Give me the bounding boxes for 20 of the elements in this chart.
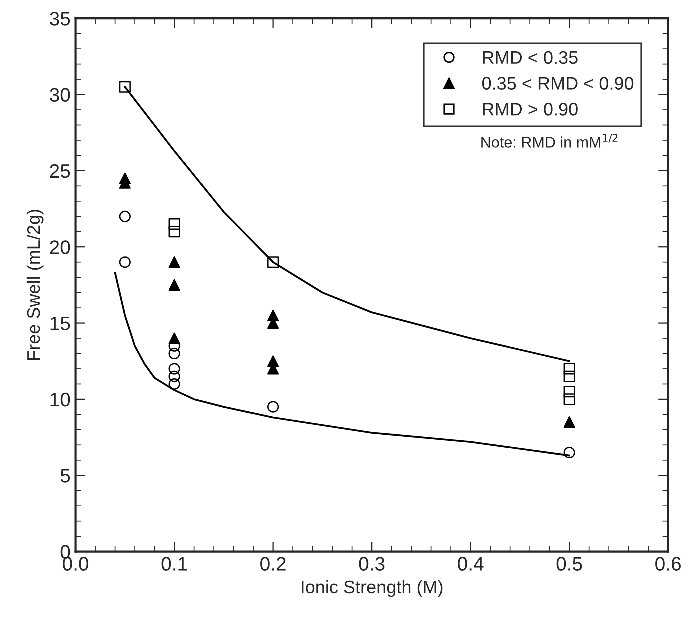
- y-tick-label: 25: [50, 164, 70, 178]
- legend-label: RMD > 0.90: [483, 103, 578, 116]
- x-tick-label: 0.0: [63, 557, 89, 571]
- x-tick-label: 0.2: [260, 557, 286, 571]
- y-tick-label: 30: [50, 88, 70, 102]
- annotation: Note: RMD in mM$^{1/2}$: [482, 134, 618, 148]
- x-tick-label: 0.5: [556, 557, 582, 571]
- y-axis-title: Free Swell (mL/2g): [26, 210, 44, 360]
- y-tick-label: 15: [50, 316, 70, 331]
- x-tick-label: 0.3: [359, 557, 385, 571]
- legend-label: 0.35 < RMD < 0.90: [482, 77, 634, 90]
- x-tick-label: 0.6: [656, 557, 681, 571]
- y-tick-label: 10: [50, 392, 70, 407]
- x-tick-label: 0.1: [162, 557, 188, 571]
- y-tick-label: 20: [50, 240, 70, 254]
- y-tick-label: 35: [50, 12, 70, 26]
- x-axis-title: Ionic Strength (M): [302, 580, 443, 598]
- legend-label: RMD < 0.35: [483, 51, 578, 64]
- x-tick-label: 0.4: [458, 557, 484, 571]
- y-tick-label: 5: [60, 469, 70, 483]
